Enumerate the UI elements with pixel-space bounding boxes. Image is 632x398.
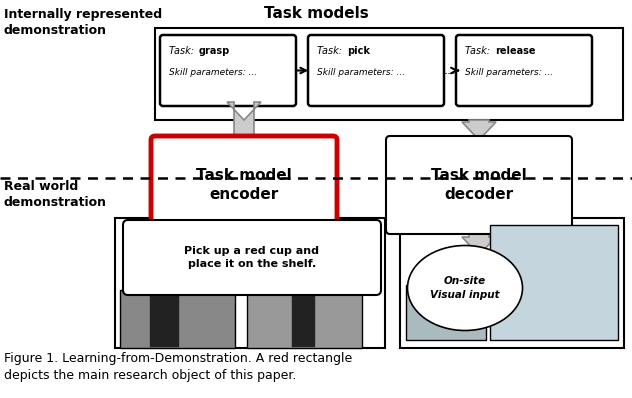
- FancyBboxPatch shape: [386, 136, 572, 234]
- FancyBboxPatch shape: [160, 35, 296, 106]
- Bar: [115, 218, 385, 348]
- Text: Skill parameters: ...: Skill parameters: ...: [465, 68, 553, 77]
- Polygon shape: [227, 102, 261, 140]
- Bar: [400, 218, 624, 348]
- Text: Internally represented
demonstration: Internally represented demonstration: [4, 8, 162, 37]
- Text: Task:: Task:: [169, 46, 197, 56]
- Text: Skill parameters: ...: Skill parameters: ...: [169, 68, 257, 77]
- Text: ...: ...: [444, 64, 456, 77]
- FancyBboxPatch shape: [151, 136, 337, 234]
- Text: Figure 1. Learning-from-Demonstration. A red rectangle
depicts the main research: Figure 1. Learning-from-Demonstration. A…: [4, 352, 352, 382]
- Text: Skill parameters: ...: Skill parameters: ...: [317, 68, 405, 77]
- Text: Task:: Task:: [317, 46, 345, 56]
- Text: Pick up a red cup and
place it on the shelf.: Pick up a red cup and place it on the sh…: [185, 246, 320, 269]
- Polygon shape: [227, 160, 261, 230]
- FancyBboxPatch shape: [456, 35, 592, 106]
- Polygon shape: [462, 230, 496, 255]
- Bar: [155, 28, 623, 120]
- FancyBboxPatch shape: [123, 220, 381, 295]
- Text: Task models: Task models: [264, 6, 368, 21]
- Text: Task:: Task:: [465, 46, 493, 56]
- Text: grasp: grasp: [199, 46, 230, 56]
- Polygon shape: [462, 120, 496, 140]
- Text: Task model
decoder: Task model decoder: [431, 168, 527, 203]
- Bar: [406, 285, 486, 340]
- Text: pick: pick: [347, 46, 370, 56]
- Text: release: release: [495, 46, 535, 56]
- Text: Real world
demonstration: Real world demonstration: [4, 180, 107, 209]
- Text: On-site
Visual input: On-site Visual input: [430, 276, 500, 300]
- Ellipse shape: [408, 246, 523, 330]
- Text: Task model
encoder: Task model encoder: [196, 168, 292, 203]
- FancyBboxPatch shape: [308, 35, 444, 106]
- Bar: [490, 225, 618, 340]
- Bar: [120, 290, 235, 348]
- Bar: [247, 290, 362, 348]
